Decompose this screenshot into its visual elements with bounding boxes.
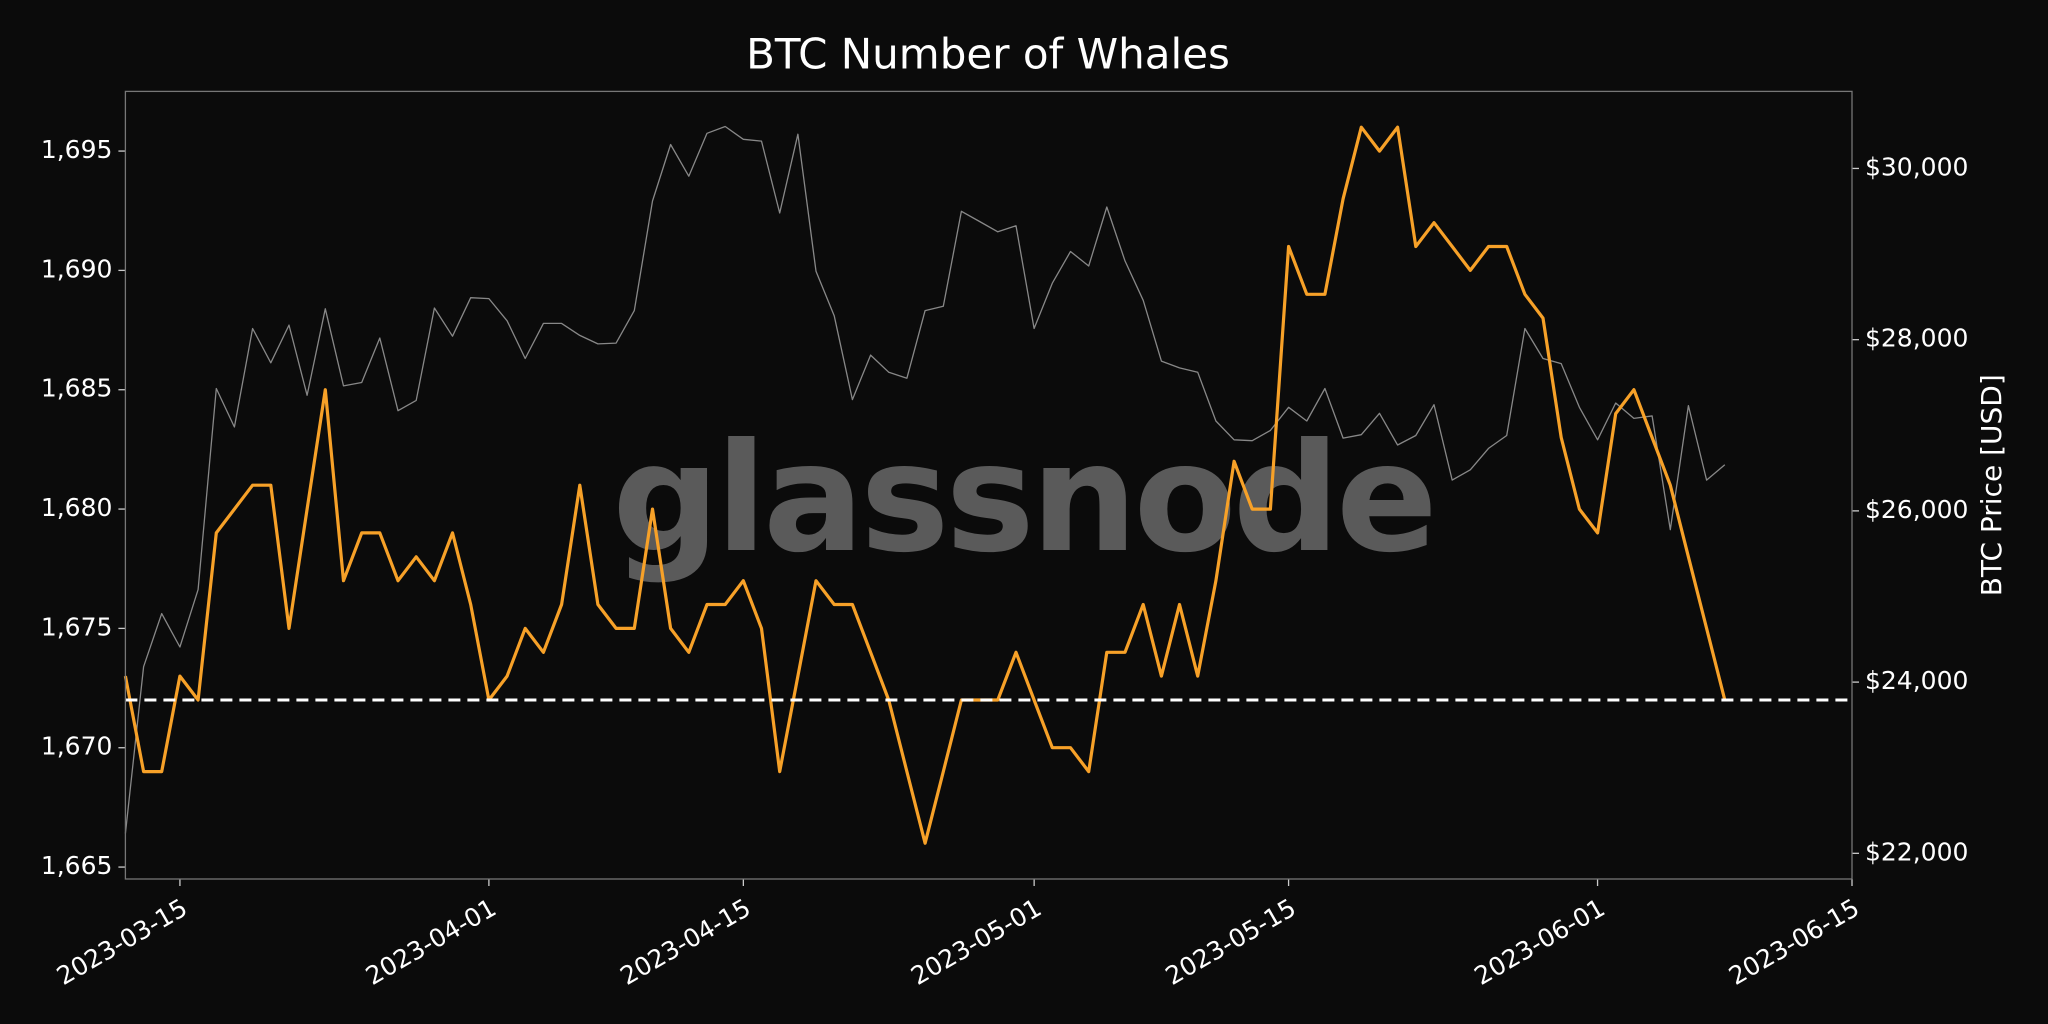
y-tick-label: 1,685 xyxy=(41,374,113,403)
y-tick-label: 1,695 xyxy=(41,135,113,164)
watermark: glassnode xyxy=(612,412,1434,586)
y2-tick-label: $30,000 xyxy=(1865,152,1968,181)
data-line xyxy=(123,125,1727,845)
y2-tick-label: $22,000 xyxy=(1865,837,1968,866)
y-tick-label: 1,690 xyxy=(41,254,113,283)
y-tick-label: 1,675 xyxy=(41,612,113,641)
y2-tick-label: $26,000 xyxy=(1865,495,1968,524)
y2-axis-label: BTC Price [USD] xyxy=(1975,374,2008,596)
y-tick-label: 1,680 xyxy=(41,493,113,522)
y-tick-label: 1,670 xyxy=(41,732,113,761)
plot-frame xyxy=(124,90,1853,880)
y2-tick-label: $24,000 xyxy=(1865,666,1968,695)
y-tick-label: 1,665 xyxy=(41,851,113,880)
y2-tick-label: $28,000 xyxy=(1865,324,1968,353)
data-line xyxy=(124,125,1726,834)
chart-title: BTC Number of Whales xyxy=(746,30,1230,79)
